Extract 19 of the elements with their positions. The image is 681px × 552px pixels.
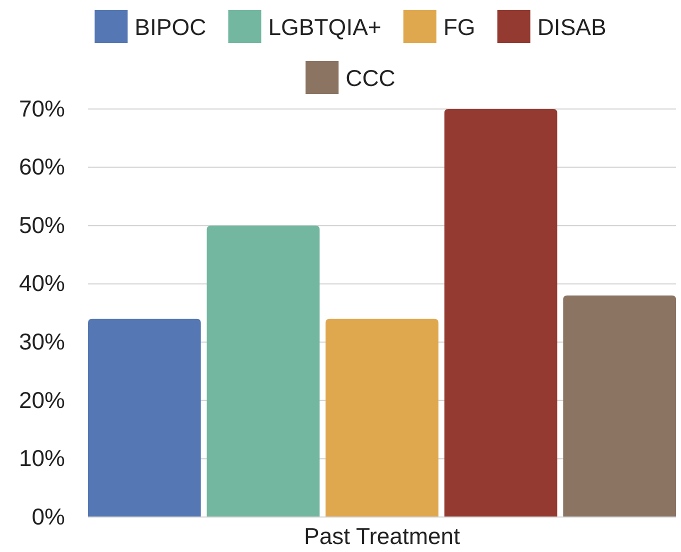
legend-label: CCC [346, 65, 396, 91]
y-tick-label: 0% [32, 503, 65, 530]
bar [563, 296, 676, 517]
y-tick-label: 60% [18, 154, 65, 180]
bar [88, 318, 201, 517]
y-tick-label: 30% [18, 328, 65, 355]
y-tick-label: 10% [18, 445, 65, 472]
x-tick-label: Past Treatment [304, 523, 461, 550]
legend-label: BIPOC [134, 14, 206, 40]
bar [206, 226, 320, 517]
legend-label: DISAB [537, 14, 606, 40]
y-tick-label: 20% [18, 386, 65, 413]
legend-label: FG [443, 14, 476, 40]
legend-label: LGBTQIA+ [268, 14, 382, 40]
bar [444, 109, 558, 517]
y-tick-label: 40% [18, 270, 65, 296]
bar [326, 318, 438, 517]
y-tick-label: 50% [18, 212, 65, 238]
y-tick-label: 70% [18, 95, 65, 122]
